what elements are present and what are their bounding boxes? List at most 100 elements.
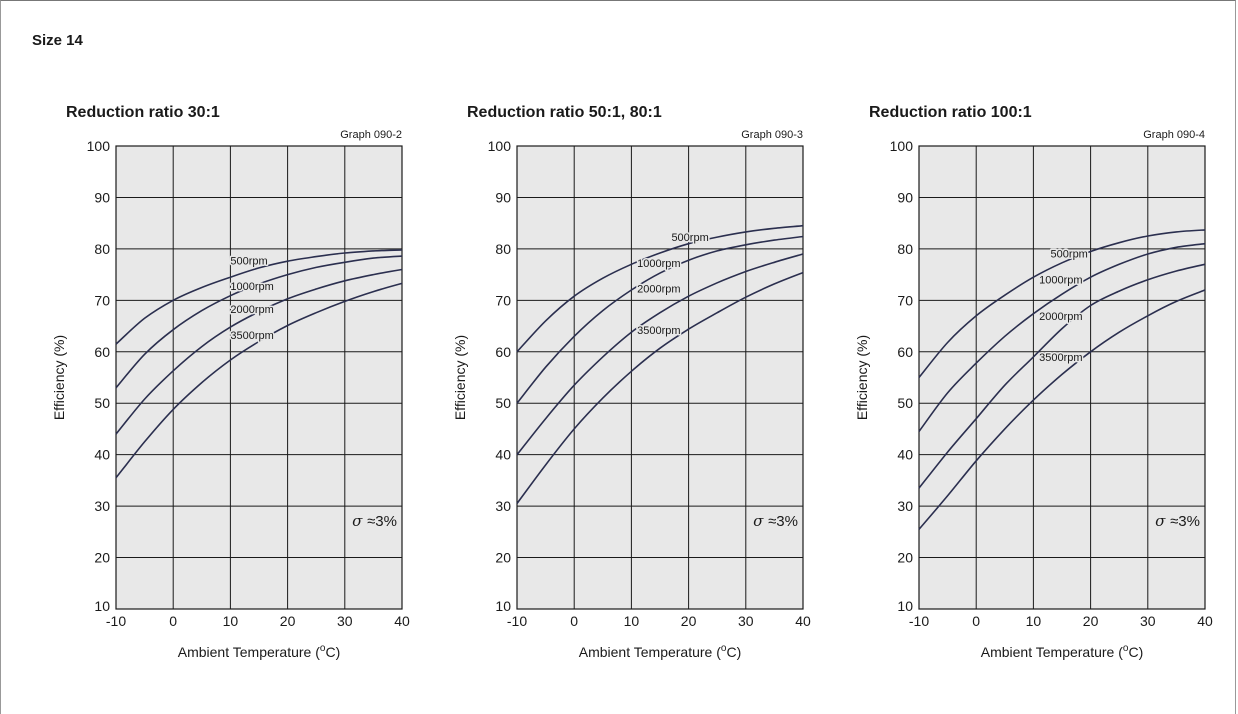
graph-id: Graph 090-4 xyxy=(1143,129,1205,141)
series-label: 1000rpm xyxy=(1039,274,1082,286)
series-label: 500rpm xyxy=(671,232,708,244)
plot-border xyxy=(516,145,804,610)
x-axis-title-text: Ambient Temperature ( xyxy=(579,644,721,660)
y-tick-label: 90 xyxy=(94,189,110,205)
x-tick-label: 40 xyxy=(1197,613,1213,629)
sigma-value: ≈3% xyxy=(1170,513,1200,530)
x-tick-label: 0 xyxy=(570,613,578,629)
sigma-symbol: σ xyxy=(352,512,367,530)
series-line-500rpm xyxy=(115,249,403,345)
y-tick-label: 10 xyxy=(495,598,511,614)
x-tick-label: -10 xyxy=(909,613,929,629)
series-label: 1000rpm xyxy=(230,281,273,293)
page-title: Size 14 xyxy=(32,32,83,49)
series-line-1000rpm xyxy=(115,255,403,389)
graph-id: Graph 090-3 xyxy=(741,129,803,141)
y-tick-label: 10 xyxy=(94,598,110,614)
series-label: 3500rpm xyxy=(637,325,680,337)
series-label: 3500rpm xyxy=(230,330,273,342)
x-axis-title-unit: C) xyxy=(1128,644,1143,660)
x-axis-title-unit: C) xyxy=(325,644,340,660)
x-axis-title-unit: C) xyxy=(726,644,741,660)
y-tick-label: 50 xyxy=(897,395,913,411)
x-axis-title-text: Ambient Temperature ( xyxy=(981,644,1123,660)
y-tick-label: 100 xyxy=(87,138,111,154)
plot-area xyxy=(116,146,402,609)
plot-area xyxy=(517,146,803,609)
y-tick-label: 30 xyxy=(94,498,110,514)
x-tick-label: 10 xyxy=(223,613,239,629)
chart-title: Reduction ratio 50:1, 80:1 xyxy=(467,104,662,121)
x-axis-title: Ambient Temperature (oC) xyxy=(178,643,340,660)
sigma-value: ≈3% xyxy=(367,513,397,530)
x-tick-label: 30 xyxy=(1140,613,1156,629)
x-axis-title: Ambient Temperature (oC) xyxy=(981,643,1143,660)
series-line-1000rpm xyxy=(516,235,804,404)
series-line-3500rpm xyxy=(918,289,1206,530)
y-tick-label: 40 xyxy=(94,447,110,463)
x-tick-label: 20 xyxy=(681,613,697,629)
y-tick-label: 90 xyxy=(495,189,511,205)
y-axis-title: Efficiency (%) xyxy=(51,335,67,420)
x-tick-label: 0 xyxy=(169,613,177,629)
y-tick-label: 100 xyxy=(890,138,914,154)
chart-panel-3: Reduction ratio 100:1 Graph 090-4 10 20 30 40… xyxy=(854,104,1213,660)
plot-border xyxy=(115,145,403,610)
y-tick-label: 30 xyxy=(897,498,913,514)
x-axis-title-unit-degree: o xyxy=(1123,643,1129,654)
series-label: 2000rpm xyxy=(637,284,680,296)
chart-title: Reduction ratio 30:1 xyxy=(66,104,220,121)
series-line-3500rpm xyxy=(115,282,403,479)
x-tick-label: -10 xyxy=(507,613,527,629)
x-tick-label: 10 xyxy=(624,613,640,629)
y-tick-label: 60 xyxy=(94,344,110,360)
x-tick-label: 40 xyxy=(394,613,410,629)
x-tick-label: -10 xyxy=(106,613,126,629)
y-tick-label: 20 xyxy=(495,550,511,566)
y-tick-label: 30 xyxy=(495,498,511,514)
y-tick-label: 50 xyxy=(495,395,511,411)
x-axis-title-unit-degree: o xyxy=(320,643,326,654)
plot-area xyxy=(919,146,1205,609)
y-tick-label: 70 xyxy=(94,292,110,308)
sigma-note: σ ≈3% xyxy=(753,512,798,530)
sigma-symbol: σ xyxy=(1155,512,1170,530)
y-tick-label: 70 xyxy=(897,292,913,308)
y-tick-label: 20 xyxy=(897,550,913,566)
y-tick-label: 50 xyxy=(94,395,110,411)
x-tick-label: 0 xyxy=(972,613,980,629)
x-tick-label: 20 xyxy=(1083,613,1099,629)
y-tick-label: 100 xyxy=(488,138,512,154)
y-axis-title: Efficiency (%) xyxy=(854,335,870,420)
series-label: 2000rpm xyxy=(230,304,273,316)
y-axis-title: Efficiency (%) xyxy=(452,335,468,420)
y-tick-label: 80 xyxy=(495,241,511,257)
series-line-1000rpm xyxy=(918,242,1206,432)
series-label: 1000rpm xyxy=(637,258,680,270)
x-tick-label: 10 xyxy=(1026,613,1042,629)
series-line-2000rpm xyxy=(918,263,1206,489)
chart-panel-2: Reduction ratio 50:1, 80:1 Graph 090-3 10 2… xyxy=(452,104,811,660)
series-line-500rpm xyxy=(516,224,804,353)
series-line-3500rpm xyxy=(516,271,804,504)
chart-title: Reduction ratio 100:1 xyxy=(869,104,1032,121)
sigma-note: σ ≈3% xyxy=(1155,512,1200,530)
sigma-note: σ ≈3% xyxy=(352,512,397,530)
x-axis-title-unit-degree: o xyxy=(721,643,727,654)
x-axis-title: Ambient Temperature (oC) xyxy=(579,643,741,660)
y-tick-label: 60 xyxy=(897,344,913,360)
x-tick-label: 20 xyxy=(280,613,296,629)
sigma-value: ≈3% xyxy=(768,513,798,530)
series-line-2000rpm xyxy=(115,268,403,435)
y-tick-label: 40 xyxy=(495,447,511,463)
series-label: 500rpm xyxy=(1051,249,1088,261)
series-label: 2000rpm xyxy=(1039,311,1082,323)
x-axis-title-text: Ambient Temperature ( xyxy=(178,644,320,660)
sigma-symbol: σ xyxy=(753,512,768,530)
x-tick-label: 30 xyxy=(337,613,353,629)
series-line-500rpm xyxy=(918,229,1206,379)
y-tick-label: 90 xyxy=(897,189,913,205)
y-tick-label: 40 xyxy=(897,447,913,463)
y-tick-label: 60 xyxy=(495,344,511,360)
